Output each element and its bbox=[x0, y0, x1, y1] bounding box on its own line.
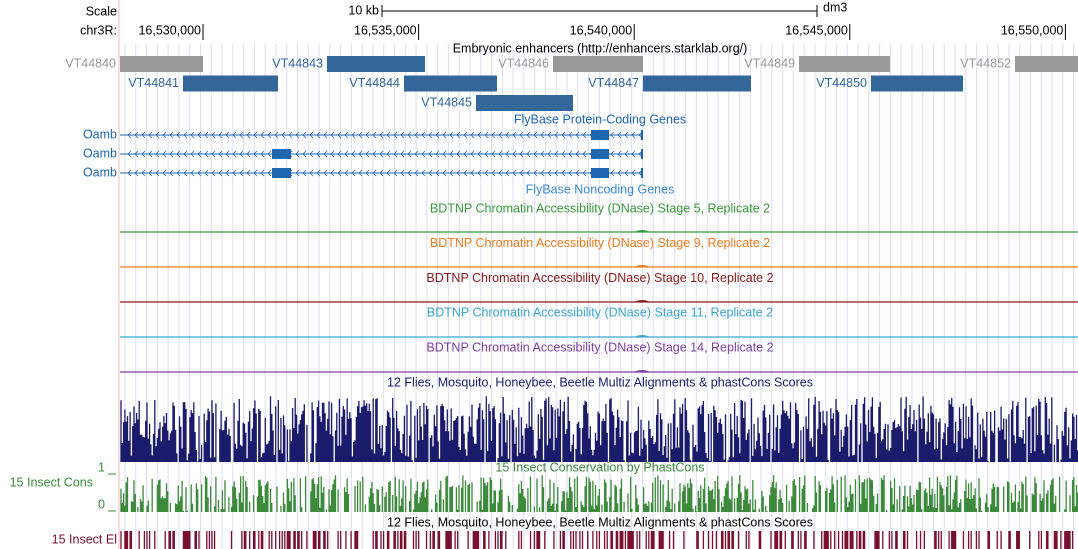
exon bbox=[272, 149, 291, 159]
signal-peak bbox=[634, 230, 650, 232]
enhancer-label: VT44850 bbox=[816, 76, 867, 90]
enhancer-label: VT44846 bbox=[498, 56, 549, 70]
track-title: 12 Flies, Mosquito, Honeybee, Beetle Mul… bbox=[387, 515, 813, 529]
ruler-tick-label: 16,540,000 bbox=[570, 23, 633, 37]
phastcons-wiggle bbox=[120, 475, 1078, 512]
enhancer-label: VT44845 bbox=[421, 95, 472, 109]
elements-blocks bbox=[120, 531, 1074, 549]
multiz-wiggle bbox=[120, 396, 1078, 462]
gene-label[interactable]: Oamb bbox=[83, 127, 117, 141]
exon bbox=[591, 168, 609, 178]
signal-peak bbox=[634, 335, 650, 337]
enhancer[interactable] bbox=[404, 75, 497, 92]
enhancer[interactable] bbox=[871, 75, 963, 92]
enhancer[interactable] bbox=[120, 56, 203, 72]
enhancer-label: VT44843 bbox=[272, 56, 323, 70]
axis-label: 0 bbox=[98, 497, 105, 511]
gene-label[interactable]: Oamb bbox=[83, 165, 117, 179]
track-title: BDTNP Chromatin Accessibility (DNase) St… bbox=[426, 271, 773, 285]
gene-label[interactable]: Oamb bbox=[83, 146, 117, 160]
strand-arrows bbox=[127, 150, 643, 158]
assembly: dm3 bbox=[823, 0, 847, 14]
strand-arrows bbox=[127, 131, 643, 139]
track-title: Embryonic enhancers (http://enhancers.st… bbox=[453, 41, 748, 55]
enhancer-label: VT44840 bbox=[65, 56, 116, 70]
ruler-tick-label: 16,535,000 bbox=[354, 23, 417, 37]
chrom-label: chr3R: bbox=[80, 23, 117, 37]
exon bbox=[272, 168, 291, 178]
enhancer[interactable] bbox=[476, 95, 573, 111]
signal-peak bbox=[634, 370, 650, 372]
track-title: FlyBase Noncoding Genes bbox=[526, 182, 675, 196]
track-label[interactable]: 15 Insect Cons bbox=[10, 475, 93, 489]
ruler-tick-label: 16,530,000 bbox=[138, 23, 201, 37]
scale-label: Scale bbox=[86, 4, 117, 18]
signal-peak bbox=[634, 265, 650, 267]
exon bbox=[641, 130, 643, 140]
enhancer[interactable] bbox=[643, 75, 751, 92]
ruler-tick-label: 16,550,000 bbox=[1001, 23, 1064, 37]
ruler-tick-label: 16,545,000 bbox=[785, 23, 848, 37]
exon bbox=[641, 168, 643, 178]
enhancer-label: VT44844 bbox=[349, 76, 400, 90]
enhancer-label: VT44852 bbox=[960, 56, 1011, 70]
track-title: BDTNP Chromatin Accessibility (DNase) St… bbox=[430, 236, 770, 250]
enhancer-label: VT44849 bbox=[744, 56, 795, 70]
enhancer[interactable] bbox=[553, 56, 643, 72]
track-title: BDTNP Chromatin Accessibility (DNase) St… bbox=[426, 340, 773, 354]
strand-arrows bbox=[127, 169, 643, 177]
axis-label: 1 bbox=[98, 460, 105, 474]
enhancer-label: VT44841 bbox=[128, 76, 179, 90]
signal-peak bbox=[634, 300, 650, 302]
track-title: BDTNP Chromatin Accessibility (DNase) St… bbox=[427, 306, 773, 320]
enhancer[interactable] bbox=[799, 56, 890, 72]
exon bbox=[641, 149, 643, 159]
enhancer-label: VT44847 bbox=[588, 76, 639, 90]
exon bbox=[591, 130, 609, 140]
enhancer[interactable] bbox=[183, 75, 278, 92]
track-title: FlyBase Protein-Coding Genes bbox=[514, 112, 686, 126]
enhancer[interactable] bbox=[327, 56, 425, 72]
track-label[interactable]: 15 Insect El bbox=[52, 532, 117, 546]
track-title: BDTNP Chromatin Accessibility (DNase) St… bbox=[430, 201, 770, 215]
track-title: 15 Insect Conservation by PhastCons bbox=[495, 460, 704, 474]
track-title: 12 Flies, Mosquito, Honeybee, Beetle Mul… bbox=[387, 375, 813, 389]
exon bbox=[591, 149, 609, 159]
enhancer[interactable] bbox=[1015, 56, 1078, 72]
scale-length: 10 kb bbox=[348, 3, 379, 17]
